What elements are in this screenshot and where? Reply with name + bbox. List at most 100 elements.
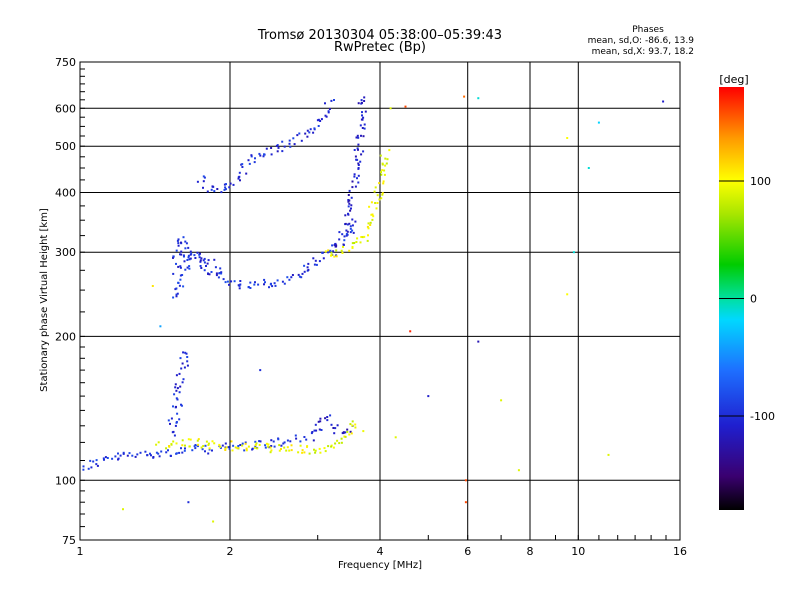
echo-point — [134, 455, 137, 458]
echo-point — [181, 444, 184, 447]
echo-point — [241, 442, 244, 445]
echo-point — [357, 148, 359, 151]
echo-point — [350, 207, 352, 210]
echo-point — [210, 271, 213, 273]
echo-point — [158, 455, 161, 458]
echo-point — [89, 459, 92, 462]
echo-point — [202, 186, 204, 189]
echo-point — [236, 447, 239, 450]
axis-ticks: 1 2 4 6 8 10 16 75 100 200 300 400 500 600 750 — [55, 56, 687, 558]
echo-point — [259, 154, 262, 157]
echo-point — [329, 414, 332, 417]
echo-point — [199, 265, 202, 267]
echo-point — [136, 453, 139, 456]
echo-point — [169, 455, 172, 457]
echo-point — [367, 227, 370, 230]
echo-point — [202, 180, 205, 183]
echo-point — [222, 278, 225, 281]
echo-point — [270, 449, 273, 452]
echo-point — [169, 422, 171, 425]
echo-point — [362, 430, 365, 433]
echo-point — [214, 266, 217, 269]
echo-point — [307, 262, 310, 265]
echo-point — [180, 250, 183, 253]
echo-point — [335, 255, 338, 258]
echo-point — [181, 362, 184, 365]
echo-point — [229, 182, 232, 185]
echo-point — [207, 273, 210, 275]
echo-point — [314, 259, 317, 262]
echo-point — [221, 444, 224, 447]
echo-point — [351, 218, 354, 221]
echo-point — [357, 136, 360, 139]
echo-point — [215, 274, 218, 277]
echo-point — [319, 451, 322, 454]
x-tick-label: 10 — [571, 545, 585, 558]
echo-point — [196, 251, 199, 254]
echo-point — [384, 164, 387, 167]
echo-point — [267, 443, 270, 446]
echo-point — [254, 446, 256, 449]
colorbar-ticks: 100 0 -100 — [719, 175, 775, 423]
echo-point — [380, 197, 383, 200]
echo-point — [203, 257, 206, 260]
echo-point — [96, 464, 99, 467]
echo-point — [244, 441, 247, 444]
echo-point — [180, 253, 183, 256]
echo-point — [262, 155, 265, 158]
echo-point — [353, 175, 356, 178]
echo-point — [254, 157, 256, 160]
echo-point — [233, 280, 236, 283]
echo-point — [270, 439, 273, 442]
chart-subtitle: RwPretec (Bp) — [334, 40, 426, 55]
echo-point — [268, 286, 270, 289]
echo-point — [206, 262, 209, 265]
echo-point — [286, 439, 289, 442]
echo-point — [324, 114, 327, 117]
echo-point — [245, 172, 248, 175]
echo-point — [348, 433, 351, 436]
data-points — [82, 95, 665, 523]
echo-point — [181, 274, 184, 276]
echo-point — [375, 207, 378, 210]
chart-title: Tromsø 20130304 05:38:00–05:39:43 — [257, 28, 502, 43]
echo-point — [330, 445, 333, 448]
echo-point — [198, 256, 201, 259]
echo-point — [176, 398, 179, 401]
echo-point — [117, 457, 120, 460]
echo-point — [409, 330, 412, 333]
phase-stats-x: mean, sd,X: 93.7, 18.2 — [592, 47, 694, 57]
echo-point — [187, 501, 190, 504]
echo-point — [314, 451, 317, 454]
echo-point — [344, 431, 347, 434]
echo-point — [330, 251, 333, 254]
echo-point — [247, 159, 250, 162]
echo-point — [183, 366, 186, 369]
y-tick-label: 300 — [55, 246, 76, 259]
echo-point — [356, 147, 359, 150]
echo-point — [370, 213, 373, 216]
echo-point — [258, 444, 261, 446]
echo-point — [351, 229, 354, 232]
plot-area: 1 2 4 6 8 10 16 75 100 200 300 400 500 600 750 — [55, 56, 687, 558]
echo-point — [323, 447, 326, 450]
echo-point — [203, 261, 206, 264]
echo-point — [366, 225, 369, 228]
echo-point — [175, 389, 178, 392]
echo-point — [351, 246, 354, 249]
echo-point — [87, 467, 90, 470]
echo-point — [231, 449, 234, 452]
echo-point — [332, 446, 335, 449]
echo-point — [177, 265, 180, 268]
echo-point — [354, 426, 357, 429]
echo-point — [117, 452, 119, 455]
colorbar: [deg] 100 0 -100 — [719, 73, 775, 510]
echo-point — [189, 257, 192, 260]
echo-point — [338, 238, 341, 241]
y-tick-label: 500 — [55, 140, 76, 153]
echo-point — [320, 429, 323, 431]
echo-point — [336, 424, 339, 427]
echo-point — [220, 191, 223, 194]
echo-point — [500, 399, 503, 402]
echo-point — [188, 258, 191, 261]
